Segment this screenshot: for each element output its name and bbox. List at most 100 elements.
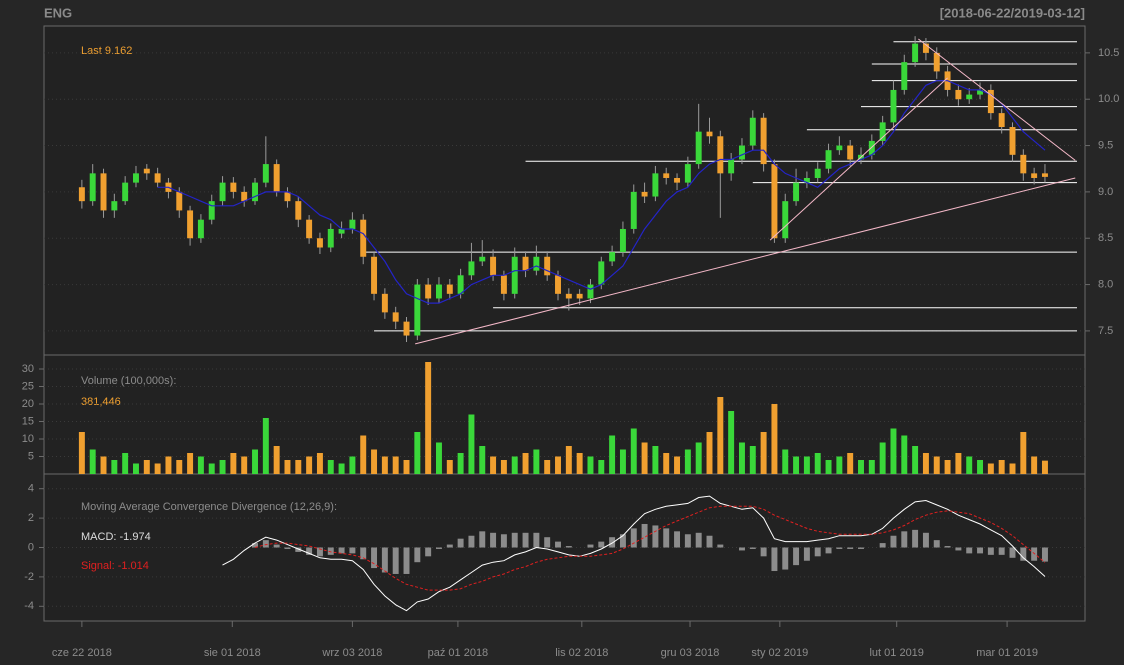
candle-body — [392, 312, 399, 322]
macd-histogram-bar — [663, 528, 670, 548]
volume-bar — [738, 442, 745, 474]
x-tick-label: gru 03 2018 — [661, 647, 720, 659]
volume-bar — [187, 453, 194, 474]
volume-bar — [446, 460, 453, 474]
volume-bar — [133, 463, 139, 474]
macd-histogram-bar — [1041, 547, 1048, 562]
macd-histogram-bar — [814, 547, 821, 557]
candle-body — [241, 191, 248, 202]
macd-histogram-bar — [912, 529, 919, 548]
plot-frame — [43, 25, 1086, 622]
candle-body — [1009, 127, 1016, 155]
candle-body — [533, 256, 540, 271]
candle-body — [782, 201, 789, 239]
volume-bar — [143, 460, 150, 474]
macd-histogram-bar — [262, 540, 269, 548]
candle-body — [738, 145, 745, 160]
candle-body — [803, 177, 810, 183]
volume-bar — [327, 460, 334, 474]
candle-body — [122, 182, 129, 202]
candle-body — [966, 94, 973, 100]
candle-body — [814, 168, 821, 178]
volume-bar — [641, 442, 648, 474]
macd-histogram-bar — [360, 547, 367, 560]
candle-body — [284, 191, 291, 202]
y-tick-label: 0 — [28, 541, 34, 553]
volume-bar — [78, 432, 85, 474]
candle-body — [663, 173, 670, 178]
candle-body — [912, 43, 919, 63]
macd-histogram-bar — [674, 531, 681, 548]
macd-histogram-bar — [349, 547, 356, 554]
candle-body — [360, 219, 367, 257]
macd-histogram-bar — [457, 538, 464, 548]
volume-bar — [338, 463, 345, 474]
volume-bar — [273, 446, 280, 474]
volume-bar — [814, 453, 821, 474]
volume-bar — [652, 446, 659, 474]
volume-bar — [349, 456, 356, 474]
volume-bar — [208, 463, 215, 474]
macd-histogram-bar — [803, 547, 810, 561]
volume-bar — [295, 460, 302, 474]
candle-body — [879, 122, 886, 141]
volume-bar — [435, 442, 442, 474]
x-tick-label: sty 02 2019 — [751, 647, 808, 659]
macd-histogram-bar — [252, 543, 258, 548]
macd-histogram-bar — [295, 547, 302, 552]
macd-histogram-bar — [381, 547, 388, 573]
volume-bar — [728, 411, 735, 474]
macd-histogram-bar — [479, 531, 486, 548]
moving-average — [157, 80, 1046, 304]
volume-bar — [890, 428, 897, 474]
candle-body — [652, 173, 659, 197]
volume-bar — [576, 453, 583, 474]
volume-bar — [674, 456, 681, 474]
volume-bar — [771, 404, 778, 474]
volume-bar — [760, 432, 767, 474]
macd-histogram-bar — [782, 547, 789, 570]
candle-body — [143, 168, 150, 174]
macd-histogram-bar — [749, 547, 756, 549]
macd-histogram-bar — [706, 535, 713, 548]
x-tick-label: cze 22 2018 — [52, 647, 112, 659]
volume-bar — [533, 449, 540, 474]
macd-histogram-bar — [609, 537, 616, 548]
candle-body — [922, 43, 929, 53]
macd-histogram-bar — [1031, 547, 1038, 561]
candle-body — [987, 89, 994, 114]
x-tick-label: lis 02 2018 — [555, 647, 608, 659]
candle-body — [208, 201, 215, 220]
y-tick-label: 10.0 — [1098, 93, 1119, 105]
volume-bar — [122, 453, 129, 474]
macd-histogram-bar — [403, 547, 410, 574]
candle-body — [587, 284, 594, 299]
candle-body — [306, 219, 313, 239]
volume-title: Volume (100,000s): — [81, 375, 176, 387]
candle-body — [327, 228, 334, 248]
macd-histogram-bar — [392, 547, 399, 574]
macd-histogram-bar — [847, 547, 854, 549]
volume-bar — [922, 453, 929, 474]
macd-histogram-bar — [371, 547, 378, 569]
macd-histogram-bar — [544, 537, 551, 548]
trend-line — [918, 38, 1076, 161]
macd-histogram-bar — [468, 535, 475, 548]
volume-bar — [901, 435, 908, 474]
candle-body — [977, 89, 984, 95]
volume-bar — [511, 456, 518, 474]
volume-bar — [219, 460, 226, 474]
signal-label: Signal: -1.014 — [81, 560, 149, 572]
candle-body — [500, 275, 507, 294]
volume-bar — [1041, 460, 1048, 474]
macd-histogram-bar — [565, 546, 572, 548]
candle-body — [793, 182, 800, 202]
candle-body — [565, 293, 572, 299]
candle-body — [598, 261, 605, 285]
macd-histogram-bar — [522, 532, 529, 548]
macd-histogram-bar — [717, 544, 724, 548]
macd-histogram-bar — [306, 547, 313, 555]
macd-histogram-bar — [771, 547, 778, 572]
volume-bar — [858, 460, 864, 474]
